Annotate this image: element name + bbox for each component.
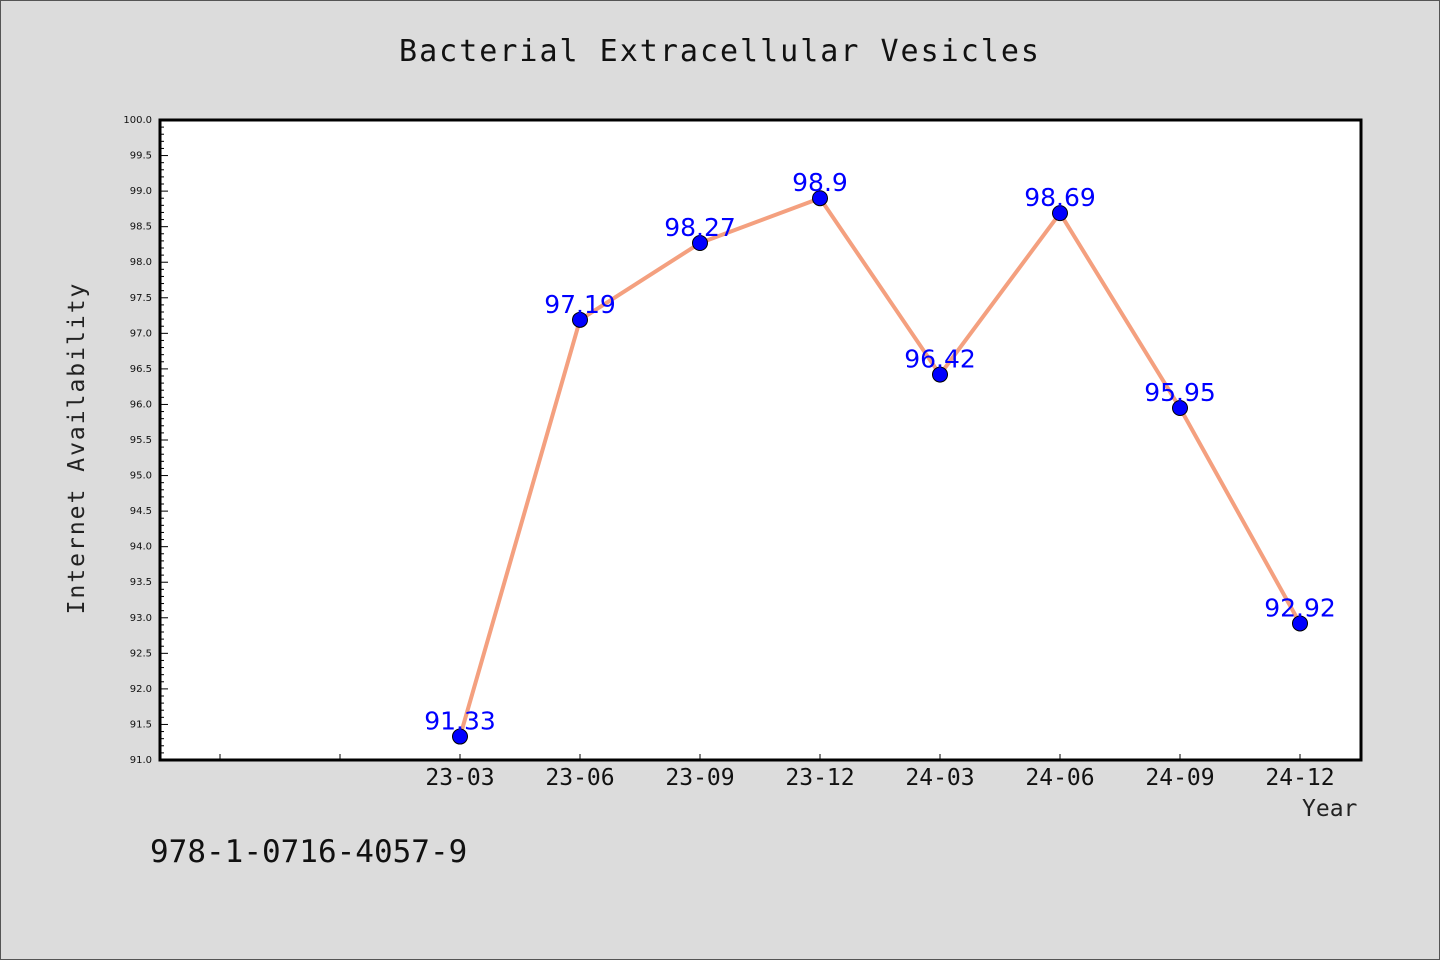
chart-title: Bacterial Extracellular Vesicles — [399, 34, 1041, 69]
footer-code: 978-1-0716-4057-9 — [150, 834, 468, 870]
data-point — [692, 235, 708, 252]
data-point — [572, 311, 588, 328]
y-tick-label: 95.0 — [130, 471, 152, 482]
data-point — [1172, 400, 1188, 416]
y-tick-label: 99.0 — [130, 186, 152, 197]
data-point — [1292, 615, 1308, 632]
data-labels: 91.33 97.19 98.27 98.9 96.42 98.69 95.95 92.92 — [424, 168, 1336, 735]
x-tick-label: 24-09 — [1145, 765, 1214, 791]
data-label: 97.19 — [544, 290, 616, 319]
data-label: 98.69 — [1024, 183, 1096, 212]
data-point — [452, 728, 468, 745]
y-tick-label: 100.0 — [123, 115, 152, 126]
series-line — [458, 196, 1302, 738]
x-axis-label: Year — [1302, 796, 1358, 822]
data-point — [1052, 205, 1068, 222]
x-axis-ticks: 23-03 23-06 23-09 23-12 24-03 24-06 24-09 24-12 — [219, 754, 1335, 791]
x-tick-label: 23-12 — [785, 765, 854, 791]
y-tick-label: 92.0 — [130, 684, 152, 695]
data-label: 92.92 — [1264, 593, 1336, 622]
y-tick-label: 96.5 — [130, 364, 152, 375]
x-tick-label: 24-12 — [1265, 765, 1334, 791]
data-point — [932, 366, 948, 383]
y-axis-ticks: 91.0 91.5 92.0 92.5 93.0 93.5 94.0 94.5 95.0 95.5… — [123, 115, 168, 766]
data-label: 91.33 — [424, 707, 496, 736]
data-label: 95.95 — [1144, 378, 1216, 407]
y-tick-label: 94.5 — [130, 506, 152, 517]
x-tick-label: 23-06 — [545, 765, 614, 791]
y-tick-label: 92.5 — [130, 648, 152, 659]
data-point — [812, 190, 828, 207]
y-tick-label: 94.0 — [130, 542, 152, 553]
x-tick-label: 23-09 — [665, 765, 734, 791]
y-tick-label: 97.0 — [130, 328, 152, 339]
y-tick-label: 93.5 — [130, 577, 152, 588]
data-markers — [452, 190, 1308, 745]
y-tick-label: 99.5 — [130, 151, 152, 162]
y-tick-label: 98.5 — [130, 222, 152, 233]
y-tick-label: 93.0 — [130, 613, 152, 624]
y-tick-label: 91.0 — [130, 755, 152, 766]
x-tick-label: 24-06 — [1025, 765, 1094, 791]
x-tick-label: 23-03 — [425, 765, 494, 791]
data-label: 98.9 — [792, 168, 848, 197]
y-tick-label: 98.0 — [130, 257, 152, 268]
y-tick-label: 95.5 — [130, 435, 152, 446]
data-label: 98.27 — [664, 213, 736, 242]
data-label: 96.42 — [904, 345, 976, 374]
y-tick-label: 97.5 — [130, 293, 152, 304]
x-tick-label: 24-03 — [905, 765, 974, 791]
y-tick-label: 96.0 — [130, 399, 152, 410]
plot-area — [158, 118, 1363, 762]
y-tick-label: 91.5 — [130, 719, 152, 730]
